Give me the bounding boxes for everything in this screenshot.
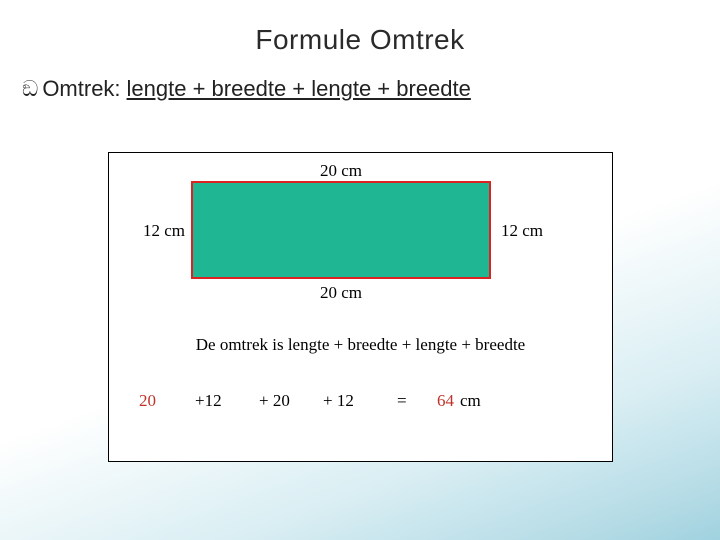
calculation-row: 20 +12 + 20 + 12 = 64 cm xyxy=(139,391,582,411)
calc-result: 64 xyxy=(437,391,454,411)
diagram-figure: 20 cm 12 cm 12 cm 20 cm De omtrek is len… xyxy=(108,152,613,462)
perimeter-statement: De omtrek is lengte + breedte + lengte +… xyxy=(109,335,612,355)
bullet-label: Omtrek: xyxy=(42,76,120,102)
rectangle-area xyxy=(191,181,491,279)
page-title: Formule Omtrek xyxy=(0,24,720,56)
bullet-icon: ඞ xyxy=(22,76,38,102)
bullet-formula: lengte + breedte + lengte + breedte xyxy=(127,76,471,102)
calc-term-4: + 12 xyxy=(323,391,397,411)
rectangle-fill xyxy=(191,181,491,279)
dimension-right: 12 cm xyxy=(501,221,543,241)
dimension-top: 20 cm xyxy=(191,161,491,181)
dimension-bottom: 20 cm xyxy=(191,283,491,303)
calc-term-1: 20 xyxy=(139,391,195,411)
calc-unit: cm xyxy=(460,391,481,411)
dimension-left: 12 cm xyxy=(127,221,185,241)
calc-term-2: +12 xyxy=(195,391,259,411)
calc-equals: = xyxy=(397,391,437,411)
calc-term-3: + 20 xyxy=(259,391,323,411)
bullet-line: ඞ Omtrek: lengte + breedte + lengte + br… xyxy=(22,76,471,102)
